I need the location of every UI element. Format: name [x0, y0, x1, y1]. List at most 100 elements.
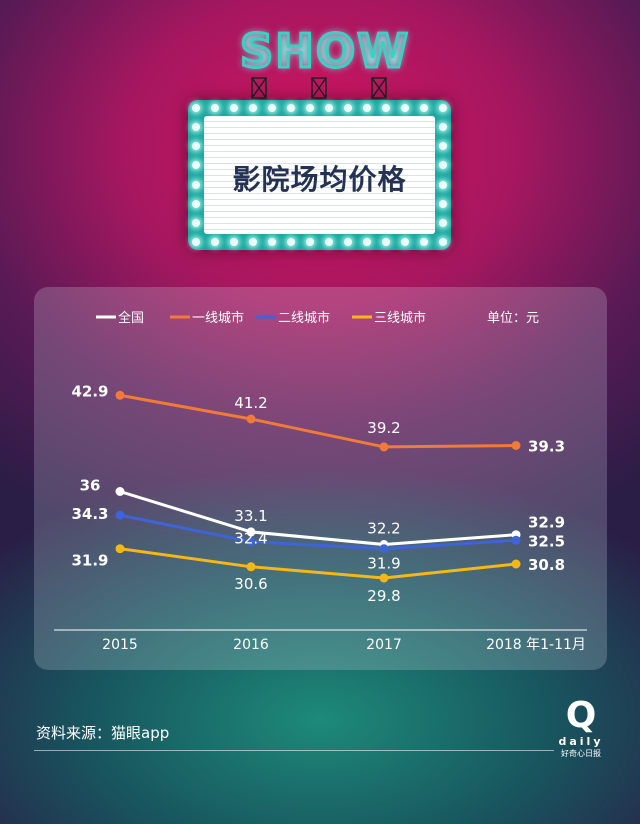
data-source: 资料来源：猫眼app [36, 724, 170, 742]
data-label: 39.2 [367, 419, 400, 437]
marquee-bulb [192, 199, 200, 208]
marquee-bulb [268, 238, 276, 246]
data-label: 34.3 [71, 505, 108, 523]
data-point [379, 544, 389, 554]
show-letter: O [314, 23, 358, 80]
x-tick-label: 2017 [366, 637, 402, 653]
marquee-bulb [344, 104, 352, 112]
x-tick-label: 2015 [102, 637, 138, 653]
data-point [115, 510, 125, 520]
data-label: 31.9 [367, 555, 400, 573]
data-label: 39.3 [528, 438, 565, 456]
chart-title: 影院场均价格 [232, 163, 407, 196]
data-label: 32.9 [528, 514, 565, 532]
legend-label: 三线城市 [374, 310, 426, 326]
logo-word: daily [558, 735, 604, 748]
marquee-bulb [439, 123, 447, 132]
marquee-bulb [230, 238, 238, 246]
data-label: 32.4 [234, 530, 267, 548]
marquee-bulb [439, 142, 447, 151]
show-letter: H [274, 23, 316, 80]
logo-chinese: 好奇心日报 [561, 749, 601, 758]
series-line [119, 393, 517, 449]
marquee-bulb [382, 104, 390, 112]
data-label: 36 [80, 477, 101, 495]
data-point [379, 573, 389, 583]
marquee-bulb [192, 123, 200, 132]
marquee-bulb [192, 218, 200, 227]
qdaily-logo: Q daily 好奇心日报 [556, 696, 606, 770]
series-line [119, 547, 517, 580]
x-tick-label: 2018 年1-11月 [486, 637, 586, 653]
legend-label: 一线城市 [192, 310, 244, 326]
marquee-bulb [439, 218, 447, 227]
data-label: 30.6 [234, 575, 267, 593]
marquee-bulb [230, 104, 238, 112]
marquee-bulb [192, 104, 200, 112]
show-letter: W [356, 23, 410, 80]
marquee-bulb [211, 104, 219, 112]
data-point [246, 562, 256, 572]
marquee-bulb [401, 104, 409, 112]
data-point [115, 390, 125, 400]
sign-paper: 影院场均价格 [204, 116, 435, 234]
marquee-bulb [363, 238, 371, 246]
marquee-bulb [325, 238, 333, 246]
marquee-bulb [211, 238, 219, 246]
marquee-bulb [420, 104, 428, 112]
marquee-bulb [192, 180, 200, 189]
series-line [119, 490, 517, 546]
x-tick-label: 2016 [233, 637, 269, 653]
data-label: 30.8 [528, 556, 565, 574]
data-point [511, 559, 521, 569]
marquee-bulb [325, 104, 333, 112]
marquee-bulb [439, 238, 447, 246]
marquee-bulb [363, 104, 371, 112]
marquee-bulb [306, 104, 314, 112]
marquee-bulb [287, 104, 295, 112]
show-letter: S [238, 23, 276, 80]
marquee-bulb [287, 238, 295, 246]
marquee-bulb [192, 238, 200, 246]
data-label: 29.8 [367, 587, 400, 605]
unit-note: 单位：元 [487, 311, 539, 326]
data-point [246, 537, 256, 547]
data-point [246, 414, 256, 424]
marquee-bulb [401, 238, 409, 246]
legend-label: 二线城市 [278, 310, 330, 326]
data-label: 33.1 [234, 507, 267, 525]
marquee-bulb [344, 238, 352, 246]
data-label: 32.5 [528, 532, 565, 550]
data-point [511, 441, 521, 450]
marquee-bulb [439, 161, 447, 170]
marquee-bulb [306, 238, 314, 246]
marquee-bulb [249, 238, 257, 246]
series-line [119, 513, 517, 551]
data-label: 41.2 [234, 394, 267, 412]
data-label: 42.9 [71, 382, 108, 400]
marquee-sign: 影院场均价格 [188, 100, 451, 250]
marquee-bulb [439, 199, 447, 208]
data-point [115, 487, 125, 496]
marquee-bulb [439, 180, 447, 189]
data-label: 32.2 [367, 520, 400, 538]
data-point [246, 527, 256, 537]
marquee-bulb [268, 104, 276, 112]
marquee-bulb [439, 104, 447, 112]
legend-label: 全国 [118, 310, 144, 326]
marquee-bulb [382, 238, 390, 246]
marquee-bulb [192, 161, 200, 170]
logo-letter: Q [565, 695, 597, 736]
marquee-bulb [420, 238, 428, 246]
footer-divider [34, 750, 554, 751]
marquee-bulb [249, 104, 257, 112]
data-label: 31.9 [71, 552, 108, 570]
sign-stand [251, 77, 387, 99]
marquee-bulb [192, 142, 200, 151]
data-point [115, 544, 125, 554]
data-point [511, 535, 521, 545]
line-chart: 全国 一线城市 二线城市 三线城市 单位：元 2015 2016 2017 2018 年1-11… [54, 310, 587, 653]
chart-panel: 全国 一线城市 二线城市 三线城市 单位：元 2015 2016 2017 2018 年1-11… [34, 287, 607, 670]
data-point [379, 442, 389, 452]
